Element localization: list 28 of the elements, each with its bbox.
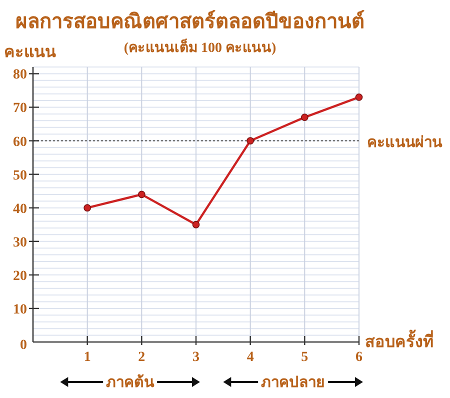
y-tick-label: 0 xyxy=(20,338,27,353)
y-tick-label: 30 xyxy=(13,235,27,250)
x-tick-label: 6 xyxy=(356,350,362,365)
point xyxy=(138,190,146,198)
point xyxy=(84,204,92,212)
x-tick-label: 5 xyxy=(301,350,308,365)
annotation: ภาคปลาย xyxy=(261,375,326,391)
ref-line-label: คะแนนผ่าน xyxy=(367,134,443,151)
annotation: ภาคต้น xyxy=(106,375,154,391)
x-tick-label: 4 xyxy=(246,350,254,365)
y-axis-title: คะแนน xyxy=(4,44,56,61)
y-tick-label: 10 xyxy=(13,302,27,318)
x-tick-label: 2 xyxy=(138,350,146,365)
chart-title: ผลการสอบคณิตศาสตร์ตลอดปีของกานต์ xyxy=(16,10,364,33)
x-tick-label: 3 xyxy=(192,350,200,365)
y-tick-label: 20 xyxy=(13,268,27,284)
point xyxy=(355,93,363,101)
chart-subtitle: (คะแนนเต็ม 100 คะแนน) xyxy=(124,38,276,56)
y-tick-label: 50 xyxy=(13,168,27,184)
x-axis-title: สอบครั้งที่ xyxy=(365,329,434,351)
point xyxy=(192,220,200,228)
x-tick-label: 1 xyxy=(84,350,91,365)
point xyxy=(300,114,308,122)
y-tick-label: 60 xyxy=(13,134,27,150)
point xyxy=(246,137,254,144)
y-tick-label: 70 xyxy=(13,101,27,116)
y-tick-label: 40 xyxy=(13,202,27,217)
y-tick-label: 80 xyxy=(13,68,27,83)
